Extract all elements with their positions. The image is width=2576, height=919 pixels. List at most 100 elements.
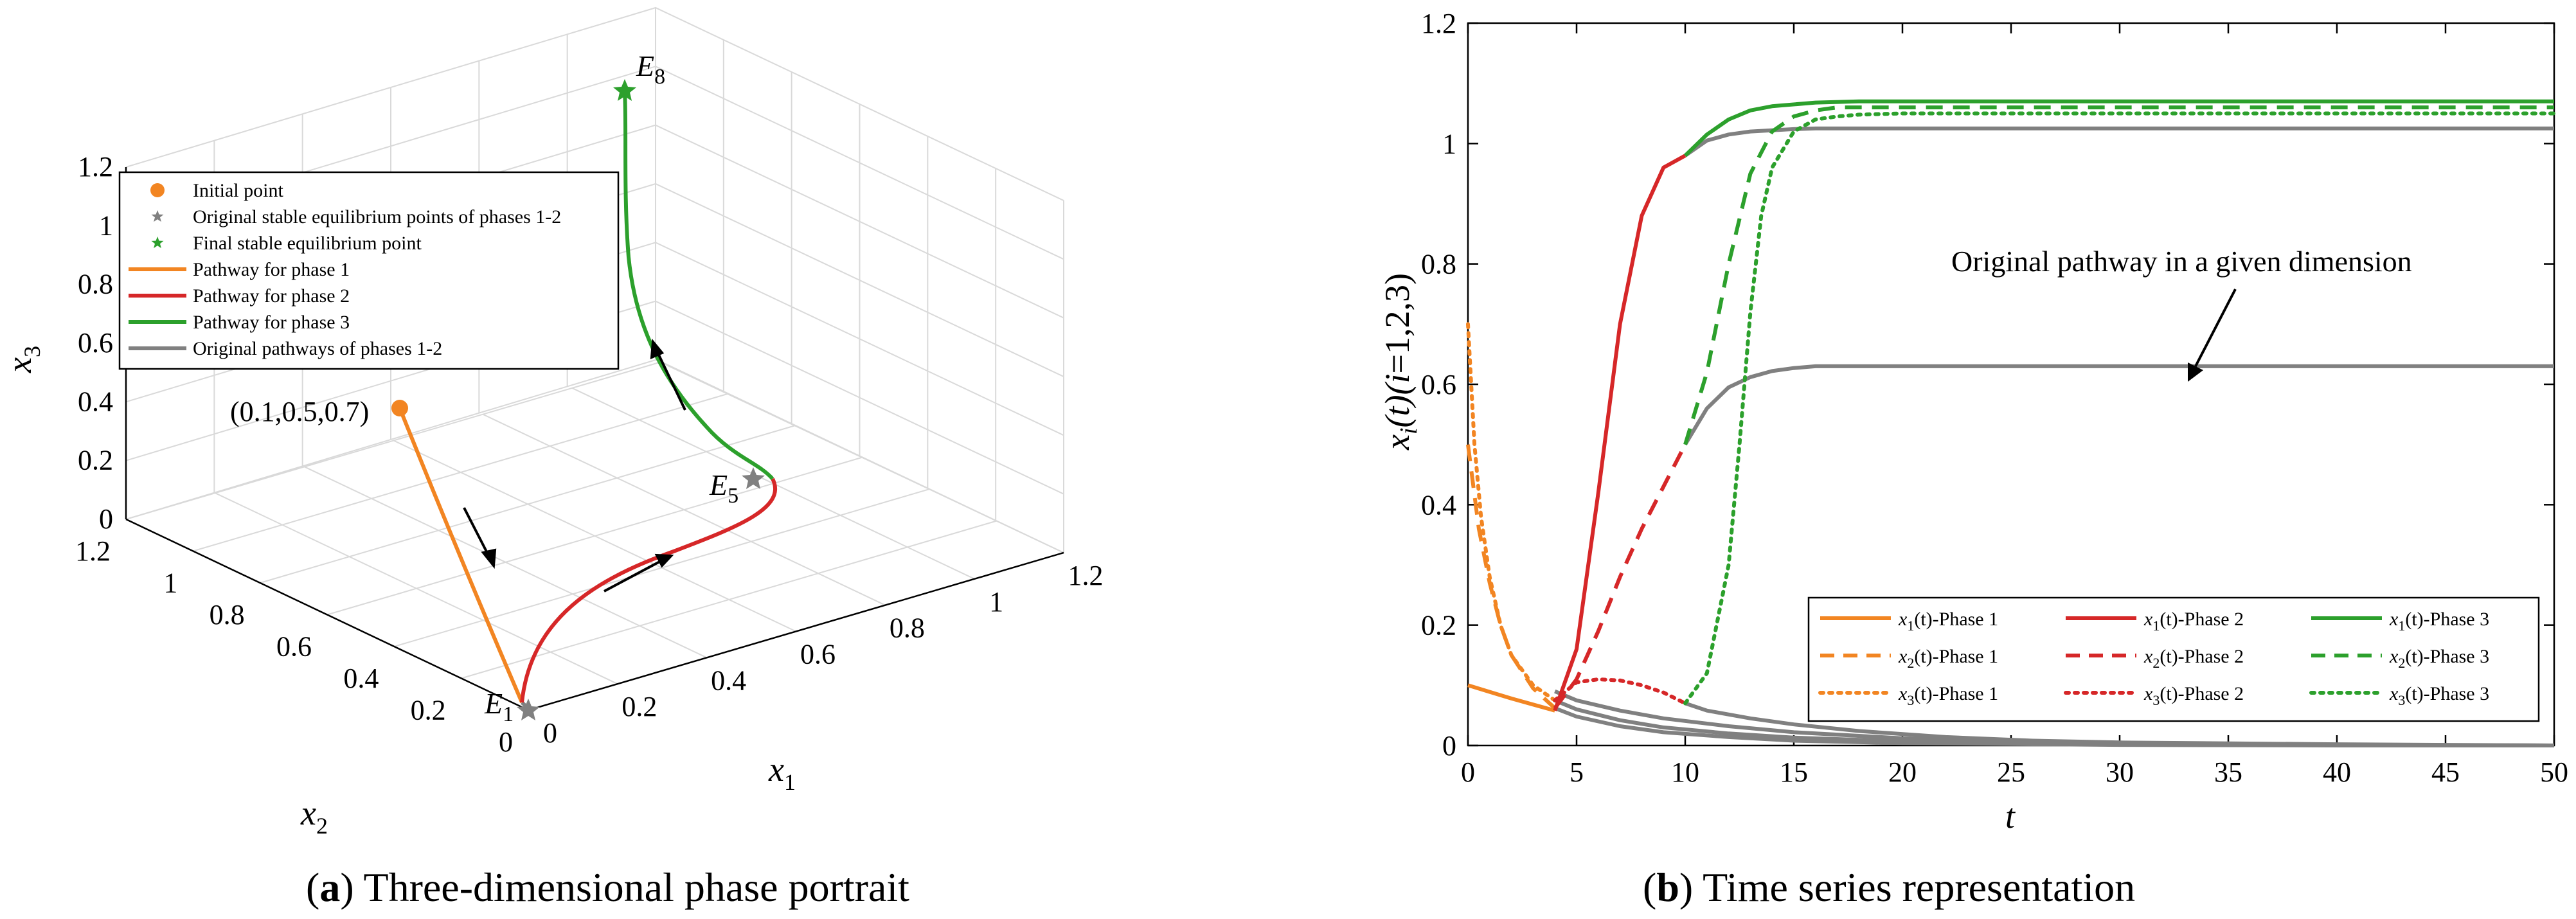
panel-a-legend-item: Pathway for phase 3	[129, 312, 350, 333]
arrow-phase-2	[604, 559, 663, 593]
annotation-arrow	[2194, 289, 2237, 367]
series-line	[1467, 683, 1556, 713]
panel-a-tick-x2: 0.4	[343, 663, 379, 694]
arrowhead-phase-2	[654, 553, 674, 568]
legend-suffix: (t)-Phase 3	[2405, 609, 2489, 630]
legend-star-marker	[151, 236, 164, 249]
legend-label: x1(t)-Phase 2	[2143, 609, 2244, 634]
legend-suffix: (t)-Phase 2	[2160, 646, 2244, 667]
panel-b-xtick-label: 25	[1997, 756, 2025, 788]
series-line	[1685, 701, 2555, 747]
panel-a-pathway-phase-3	[623, 91, 774, 481]
arrow-phase-1	[463, 507, 491, 558]
panel-a-edge-x1-axis	[528, 551, 1064, 711]
equilibrium-e8-star	[613, 79, 636, 101]
legend-var: x	[2143, 683, 2153, 704]
legend-label: Pathway for phase 2	[193, 285, 350, 307]
series-line	[1684, 126, 2554, 157]
legend-sub: 3	[2398, 692, 2405, 708]
legend-var: x	[2143, 646, 2153, 667]
panel-a-legend-item: Final stable equilibrium point	[151, 233, 422, 254]
panel-b-legend-item: x1(t)-Phase 2	[2066, 609, 2244, 634]
panel-a-gridline-floor	[393, 440, 796, 632]
arrowhead-phase-3	[650, 338, 665, 360]
panel-b-xtick-label: 10	[1671, 756, 1699, 788]
panel-b-xtick-label: 5	[1570, 756, 1584, 788]
axis-label-y: xi(t)(i=1,2,3)	[1378, 273, 1422, 451]
legend-star-marker	[151, 210, 164, 222]
equilibrium-e5-star	[742, 467, 765, 489]
initial-point-label: (0.1,0.5,0.7)	[230, 396, 369, 427]
panel-b-ytick-label: 0.6	[1421, 369, 1456, 400]
panel-b-xtick-label: 45	[2431, 756, 2460, 788]
legend-label: x3(t)-Phase 3	[2389, 683, 2489, 708]
panel-b-xtick-label: 40	[2323, 756, 2351, 788]
legend-sub: 1	[1907, 618, 1914, 634]
series-line	[1683, 105, 2554, 445]
legend-var: x	[2389, 683, 2399, 704]
axis-label-x3: x3	[0, 346, 45, 373]
legend-label: x1(t)-Phase 1	[1898, 609, 1998, 634]
series-line	[1683, 111, 2556, 706]
series-line	[1553, 443, 1687, 709]
caption-b: (b) Time series representation	[1643, 864, 2135, 910]
panel-a-tick-x1: 1	[989, 586, 1003, 618]
panel-a-tick-x2: 0	[499, 726, 513, 758]
legend-label: Initial point	[193, 180, 283, 201]
axis-label-t: t	[2005, 797, 2016, 835]
panel-a-tick-x3: 0.2	[78, 445, 113, 476]
legend-var: x	[1898, 609, 1908, 630]
panel-b-legend-item: x3(t)-Phase 2	[2064, 683, 2244, 708]
panel-a-legend: Initial point Original stable equilibrium…	[118, 171, 620, 370]
legend-label: Original stable equilibrium points of ph…	[193, 206, 561, 228]
legend-suffix: (t)-Phase 3	[2405, 646, 2489, 667]
panel-a-gridline-floor	[394, 488, 930, 647]
panel-a-legend-item: Original stable equilibrium points of ph…	[151, 206, 561, 228]
legend-label: Final stable equilibrium point	[193, 233, 422, 254]
panel-a-tick-x3: 0.8	[78, 269, 113, 300]
panel-a-legend-item: Initial point	[150, 180, 283, 201]
panel-a-tick-x1: 0.6	[800, 639, 836, 670]
legend-sub: 3	[1907, 692, 1914, 708]
panel-a-tick-x3: 1	[99, 210, 113, 241]
legend-sub: 1	[2398, 618, 2405, 634]
panel-b-xtick-label: 20	[1888, 756, 1917, 788]
panel-a-tick-x2: 0.2	[411, 695, 446, 726]
panel-a-tick-x2: 0.6	[276, 631, 312, 663]
legend-suffix: (t)-Phase 1	[1914, 646, 1998, 667]
panel-b-legend-item: x3(t)-Phase 3	[2309, 683, 2489, 708]
panel-a-tick-x1: 0	[543, 717, 557, 749]
panel-b-legend-item: x1(t)-Phase 1	[1820, 609, 1998, 634]
series-line	[1553, 154, 1686, 711]
legend-sub: 2	[2398, 655, 2405, 671]
legend-suffix: (t)-Phase 2	[2160, 609, 2244, 630]
legend-sub: 2	[2152, 655, 2160, 671]
legend-label: x2(t)-Phase 3	[2389, 646, 2489, 671]
initial-point-marker	[391, 400, 408, 416]
legend-label: Pathway for phase 3	[193, 312, 350, 333]
panel-a-tick-x1: 1.2	[1068, 560, 1104, 591]
legend-label: x2(t)-Phase 1	[1898, 646, 1998, 671]
panel-a-tick-x3: 1.2	[78, 151, 113, 183]
legend-suffix: (t)-Phase 1	[1914, 683, 1998, 704]
legend-var: x	[1898, 683, 1908, 704]
panel-a-tick-x1: 0.2	[622, 691, 657, 722]
panel-b-time-series: 0 5 10 15 20 25 30 35 40 45 50 0 0.2 0.4 0.6 0.8 1 1.2 xi…	[1378, 8, 2568, 835]
arrow-phase-3	[656, 350, 686, 411]
panel-a-tick-x2: 0.8	[210, 599, 245, 630]
panel-a-tick-x1: 0.4	[711, 665, 746, 696]
panel-a-gridline-floor	[661, 361, 1064, 553]
panel-a-gridline-z	[125, 359, 1064, 553]
legend-suffix: (t)-Phase 2	[2160, 683, 2244, 704]
panel-b-legend-box	[1807, 596, 2540, 722]
panel-b-xtick-label: 30	[2106, 756, 2134, 788]
legend-var: x	[2143, 609, 2153, 630]
panel-b-ytick-label: 0.2	[1421, 610, 1456, 641]
series-line	[1466, 444, 1557, 710]
legend-label: Original pathways of phases 1-2	[193, 338, 442, 359]
annotation-original-pathway: Original pathway in a given dimension	[1951, 245, 2412, 278]
panel-a-legend-item: Pathway for phase 1	[129, 259, 350, 280]
panel-a-3d-phase-portrait: 00.20.40.60.811.200.20.40.60.811.200.20.…	[0, 6, 1104, 839]
legend-sub: 1	[2152, 618, 2160, 634]
